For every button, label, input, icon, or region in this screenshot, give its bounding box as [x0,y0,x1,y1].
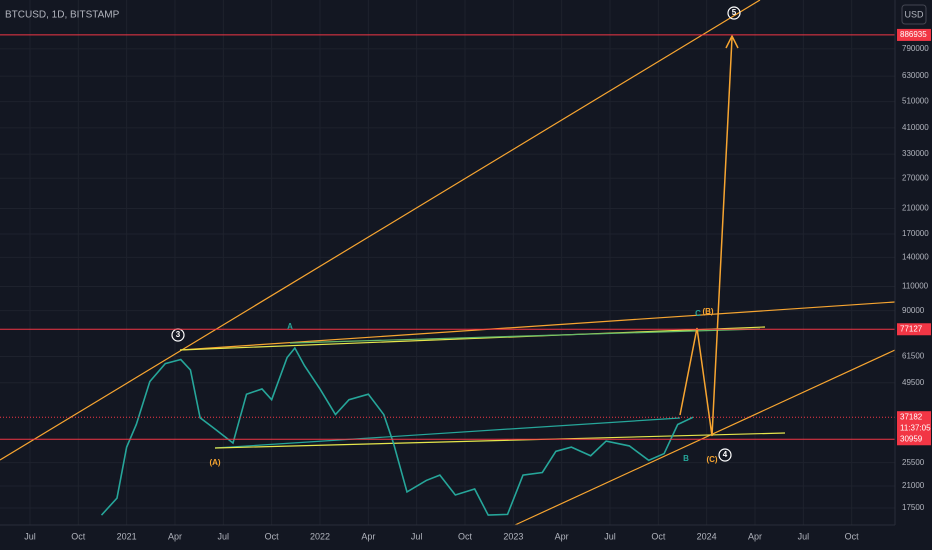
green-lower-line [214,417,681,449]
wave-label: B [683,454,689,463]
y-tick-label: 270000 [902,173,929,182]
y-tick-label: 410000 [902,123,929,132]
wave-label: 5 [732,8,737,17]
y-tick-label: 25500 [902,458,925,467]
currency-label[interactable]: USD [904,9,924,19]
time-axis [0,525,932,550]
y-tick-label: 790000 [902,44,929,53]
wave-label: 3 [176,330,181,339]
y-tick-label: 210000 [902,204,929,213]
price-axis [895,0,932,550]
projection-path [679,37,733,437]
y-tick-label: 61500 [902,352,925,361]
price-level-tag [897,323,931,336]
price-data [0,34,895,516]
y-tick-label: 90000 [902,306,925,315]
x-tick-label: 2022 [310,531,330,541]
price-level-label: 37182 [900,412,923,421]
channel-lower [514,349,896,526]
x-tick-label: Apr [555,531,569,541]
price-level-label: 30959 [900,434,923,443]
labels: 3 A (A) B C (B) (C) 4 5 [176,8,737,467]
x-tick-label: Apr [748,531,762,541]
wave-circle [718,448,732,462]
support-line [214,432,786,449]
x-tick-label: Jul [411,531,423,541]
countdown: 11:37:05 [900,423,931,432]
price-line [100,346,694,516]
drawings [0,0,896,526]
wave-label: A [287,322,293,331]
x-tick-label: Jul [218,531,230,541]
yellow-line [179,326,766,351]
green-line [289,328,761,344]
x-tick-label: Jul [24,531,36,541]
y-tick-label: 21000 [902,481,925,490]
projection-arrow [725,34,739,49]
grid [0,0,895,525]
channel-upper [0,0,761,461]
x-tick-label: Oct [651,531,666,541]
wave-label: (C) [706,455,717,464]
chart-title: BTCUSD, 1D, BITSTAMP [5,10,120,21]
currency-button[interactable] [901,4,927,25]
y-tick-label: 140000 [902,253,929,262]
y-tick-label: 630000 [902,71,929,80]
x-tick-label: Apr [168,531,182,541]
x-tick-label: Jul [798,531,810,541]
y-tick-label: 170000 [902,229,929,238]
x-tick-label: Apr [361,531,375,541]
y-tick-label: 17500 [902,503,925,512]
x-tick-label: Oct [458,531,473,541]
wave-label: C [695,309,701,318]
y-tick-label: 330000 [902,149,929,158]
x-tick-label: Oct [71,531,86,541]
y-tick-label: 49500 [902,378,925,387]
y-tick-label: 110000 [902,282,929,291]
x-tick-label: Jul [604,531,616,541]
price-level-label: 886935 [900,30,927,39]
resistance-line [179,301,896,351]
price-level-tag [897,433,931,446]
y-tick-label: 510000 [902,97,929,106]
price-level-tag [897,28,931,41]
wave-label: (B) [702,307,713,316]
wave-label: 4 [723,450,728,459]
x-tick-label: Oct [845,531,860,541]
x-tick-label: 2023 [503,531,523,541]
price-level-tag [897,411,931,436]
x-tick-label: 2021 [117,531,137,541]
x-tick-label: 2024 [697,531,717,541]
wave-circle [727,6,741,20]
wave-label: (A) [209,458,220,467]
x-tick-label: Oct [265,531,280,541]
price-level-label: 77127 [900,324,923,333]
